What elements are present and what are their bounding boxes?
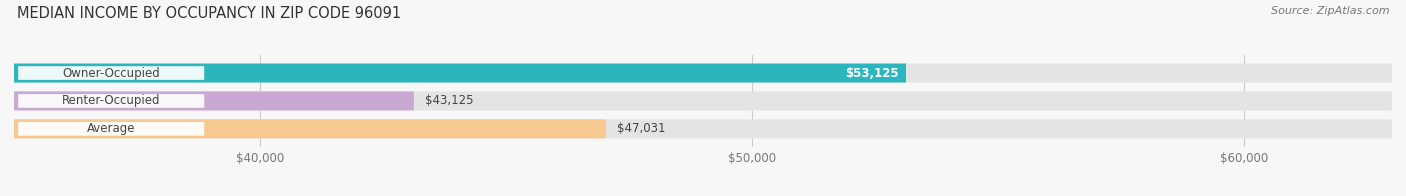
FancyBboxPatch shape [18, 122, 204, 136]
FancyBboxPatch shape [18, 66, 204, 80]
FancyBboxPatch shape [14, 119, 606, 138]
Text: $47,031: $47,031 [617, 122, 665, 135]
Text: $53,125: $53,125 [845, 66, 898, 80]
FancyBboxPatch shape [14, 119, 1392, 138]
FancyBboxPatch shape [14, 64, 1392, 83]
Text: $43,125: $43,125 [425, 94, 474, 107]
FancyBboxPatch shape [14, 92, 413, 110]
Text: Source: ZipAtlas.com: Source: ZipAtlas.com [1271, 6, 1389, 16]
Text: Average: Average [87, 122, 135, 135]
FancyBboxPatch shape [18, 94, 204, 108]
FancyBboxPatch shape [14, 64, 905, 83]
Text: Owner-Occupied: Owner-Occupied [62, 66, 160, 80]
FancyBboxPatch shape [14, 92, 1392, 110]
Text: MEDIAN INCOME BY OCCUPANCY IN ZIP CODE 96091: MEDIAN INCOME BY OCCUPANCY IN ZIP CODE 9… [17, 6, 401, 21]
Text: Renter-Occupied: Renter-Occupied [62, 94, 160, 107]
